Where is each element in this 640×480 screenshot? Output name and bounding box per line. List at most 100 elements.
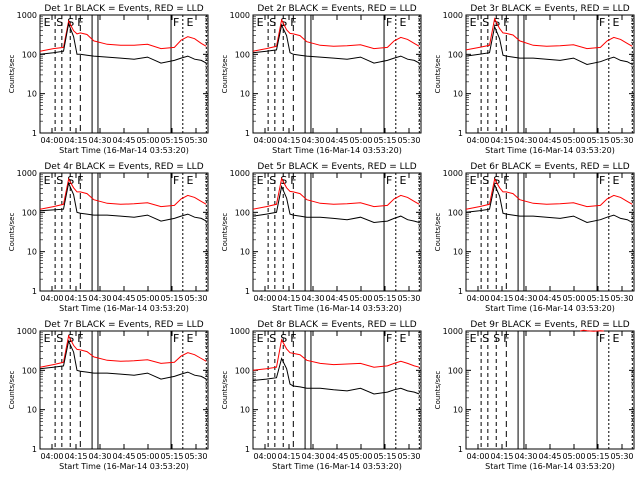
- y-tick-label: 1: [32, 287, 37, 296]
- x-axis-label: Start Time (16-Mar-14 03:53:20): [59, 462, 189, 471]
- y-tick-label: 1: [245, 287, 250, 296]
- event-marker-label: F: [599, 174, 605, 187]
- y-tick-label: 100: [235, 366, 250, 375]
- x-tick-label: 05:30: [610, 294, 633, 303]
- chart-panel-3: Det 3r BLACK = Events, RED = LLD 1 10 100 10…: [434, 4, 635, 155]
- event-marker-label: S: [280, 16, 287, 29]
- y-tick-label: 10: [453, 90, 463, 99]
- event-marker-label: E: [612, 332, 619, 345]
- y-tick-label: 10: [453, 406, 463, 415]
- y-axis-label: Counts/sec: [434, 55, 442, 94]
- y-tick-label: 10: [27, 248, 37, 257]
- y-tick-label: 1: [245, 445, 250, 454]
- x-axis-label: Start Time (16-Mar-14 03:53:20): [59, 146, 189, 155]
- event-marker-label: F: [173, 174, 179, 187]
- y-tick-label: 1: [458, 129, 463, 138]
- y-axis-label: Counts/sec: [221, 55, 229, 94]
- events-series-line: [39, 339, 207, 380]
- y-tick-label: 1: [458, 445, 463, 454]
- x-axis-label: Start Time (16-Mar-14 03:53:20): [485, 146, 615, 155]
- event-marker-label: F: [503, 174, 509, 187]
- x-tick-label: 04:00: [466, 136, 489, 145]
- lld-series-line: [465, 17, 633, 51]
- chart-title: Det 8r BLACK = Events, RED = LLD: [257, 320, 416, 330]
- event-marker-label: F: [503, 16, 509, 29]
- x-tick-label: 05:30: [184, 452, 207, 461]
- x-tick-label: 04:15: [277, 294, 300, 303]
- y-tick-label: 1000: [17, 327, 37, 336]
- x-axis-label: Start Time (16-Mar-14 03:53:20): [272, 146, 402, 155]
- x-tick-label: 05:15: [586, 136, 609, 145]
- x-tick-label: 04:45: [325, 452, 348, 461]
- event-marker-label: F: [386, 174, 392, 187]
- y-tick-label: 1000: [443, 169, 463, 178]
- event-marker-label: S: [67, 16, 74, 29]
- event-marker-label: E: [44, 174, 51, 187]
- event-marker-label: S: [493, 174, 500, 187]
- event-marker-label: E: [186, 332, 193, 345]
- chart-title: Det 1r BLACK = Events, RED = LLD: [44, 4, 203, 14]
- x-tick-label: 04:00: [466, 294, 489, 303]
- x-tick-label: 05:15: [160, 136, 183, 145]
- x-tick-label: 05:15: [373, 294, 396, 303]
- lld-series-line: [252, 338, 420, 371]
- event-marker-label: F: [503, 332, 509, 345]
- event-marker-label: F: [290, 16, 296, 29]
- x-tick-label: 05:30: [184, 294, 207, 303]
- event-marker-label: F: [77, 332, 83, 345]
- x-tick-label: 05:30: [184, 136, 207, 145]
- x-tick-label: 05:30: [397, 294, 420, 303]
- x-tick-label: 04:15: [277, 136, 300, 145]
- chart-panel-5: Det 5r BLACK = Events, RED = LLD 1 10 100 10…: [221, 162, 422, 313]
- event-marker-label: F: [173, 16, 179, 29]
- event-marker-label: F: [599, 332, 605, 345]
- y-tick-label: 100: [22, 366, 37, 375]
- chart-panel-9: Det 9r BLACK = Events, RED = LLD 1 10 100 10…: [434, 320, 635, 471]
- y-tick-label: 10: [240, 248, 250, 257]
- event-marker-label: E: [612, 174, 619, 187]
- x-tick-label: 05:00: [562, 136, 585, 145]
- event-marker-label: E: [470, 174, 477, 187]
- event-marker-label: S: [280, 174, 287, 187]
- event-marker-label: F: [77, 16, 83, 29]
- event-marker-label: S: [482, 332, 489, 345]
- x-tick-label: 04:45: [325, 294, 348, 303]
- event-marker-label: S: [67, 174, 74, 187]
- x-tick-label: 04:15: [64, 136, 87, 145]
- lld-series-line: [465, 177, 633, 210]
- x-tick-label: 05:15: [160, 452, 183, 461]
- chart-panel-1: Det 1r BLACK = Events, RED = LLD 1 10 100 10…: [8, 4, 209, 155]
- event-marker-label: S: [493, 332, 500, 345]
- event-marker-label: E: [257, 174, 264, 187]
- lld-series-line: [252, 177, 420, 210]
- event-marker-label: S: [56, 332, 63, 345]
- events-series-line: [465, 183, 633, 224]
- y-tick-label: 10: [27, 406, 37, 415]
- y-tick-label: 100: [448, 208, 463, 217]
- event-marker-label: F: [173, 332, 179, 345]
- y-tick-label: 1000: [230, 169, 250, 178]
- y-axis-label: Counts/sec: [434, 371, 442, 410]
- y-tick-label: 100: [448, 50, 463, 59]
- y-tick-label: 1000: [230, 327, 250, 336]
- event-marker-label: F: [386, 16, 392, 29]
- x-axis-label: Start Time (16-Mar-14 03:53:20): [272, 462, 402, 471]
- x-tick-label: 04:45: [538, 136, 561, 145]
- x-tick-label: 04:30: [88, 136, 111, 145]
- event-marker-label: F: [290, 332, 296, 345]
- event-marker-label: E: [470, 332, 477, 345]
- x-tick-label: 05:15: [160, 294, 183, 303]
- y-tick-label: 1000: [17, 169, 37, 178]
- x-tick-label: 04:15: [64, 294, 87, 303]
- x-tick-label: 04:30: [514, 452, 537, 461]
- event-marker-label: S: [482, 16, 489, 29]
- y-axis-label: Counts/sec: [8, 55, 16, 94]
- x-tick-label: 04:45: [325, 136, 348, 145]
- x-tick-label: 04:30: [514, 136, 537, 145]
- event-marker-label: E: [186, 16, 193, 29]
- x-tick-label: 05:00: [349, 294, 372, 303]
- x-axis-label: Start Time (16-Mar-14 03:53:20): [272, 304, 402, 313]
- x-axis-label: Start Time (16-Mar-14 03:53:20): [485, 304, 615, 313]
- y-tick-label: 10: [240, 90, 250, 99]
- y-tick-label: 10: [453, 248, 463, 257]
